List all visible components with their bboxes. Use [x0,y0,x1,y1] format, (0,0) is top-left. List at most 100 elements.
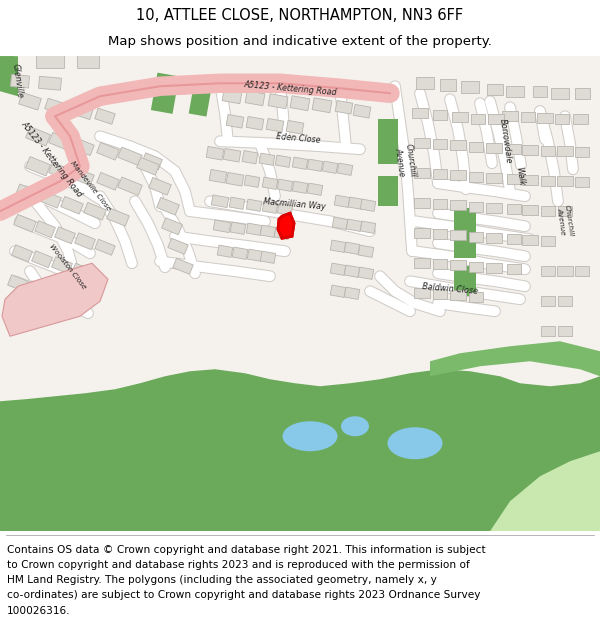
Bar [292,157,308,169]
Text: Baldwin Close: Baldwin Close [422,282,478,296]
Bar [72,263,92,279]
Bar [541,206,555,216]
Bar [19,92,41,110]
Bar [118,177,142,196]
Bar [433,110,447,120]
Bar [469,262,483,272]
Bar [262,201,278,213]
Bar [450,200,466,210]
Bar [558,326,572,336]
Bar [486,143,502,153]
Polygon shape [430,341,600,376]
Bar [558,296,572,306]
Bar [348,197,364,209]
Bar [330,285,346,298]
Bar [450,230,466,240]
Bar [307,183,323,196]
Bar [189,86,211,117]
Bar [274,227,290,239]
Bar [38,76,61,90]
Bar [168,238,188,254]
Bar [217,245,233,258]
Bar [49,162,71,180]
Bar [232,247,248,259]
Bar [290,96,310,111]
Bar [522,235,538,245]
Bar [8,275,28,292]
Bar [206,146,224,160]
Bar [70,137,94,156]
Bar [344,265,360,278]
Text: Glenville: Glenville [11,63,25,99]
Bar [541,236,555,246]
Text: Contains OS data © Crown copyright and database right 2021. This information is : Contains OS data © Crown copyright and d… [7,544,486,554]
Bar [557,266,573,276]
Ellipse shape [283,421,337,451]
Bar [507,204,521,214]
Bar [414,198,430,208]
Polygon shape [0,369,600,531]
Bar [486,263,502,273]
Bar [433,229,447,239]
Bar [259,153,275,166]
Bar [26,127,50,146]
Bar [11,245,32,262]
Bar [266,119,284,132]
Bar [507,264,521,274]
Bar [575,148,589,158]
Bar [487,84,503,95]
Bar [277,179,293,191]
Bar [346,219,362,231]
Bar [471,114,485,124]
Text: Borrowdale: Borrowdale [497,118,512,164]
Bar [312,98,332,112]
Bar [337,163,353,176]
Text: 10, ATTLEE CLOSE, NORTHAMPTON, NN3 6FF: 10, ATTLEE CLOSE, NORTHAMPTON, NN3 6FF [136,8,464,23]
Bar [522,205,538,215]
Bar [433,169,447,179]
Bar [575,266,589,276]
Bar [335,101,353,114]
Bar [344,287,360,299]
Bar [332,217,348,229]
Bar [330,263,346,276]
Bar [433,139,447,149]
Text: Eden Close: Eden Close [275,132,320,144]
Bar [16,184,40,203]
Bar [246,199,262,211]
Bar [48,288,68,303]
Bar [107,208,130,226]
Bar [344,242,360,254]
Bar [433,289,447,299]
Bar [506,86,524,97]
Bar [247,249,263,261]
Bar [142,152,163,170]
Bar [507,174,521,184]
Bar [433,199,447,209]
Bar [452,112,468,123]
Bar [486,233,502,243]
Bar [440,79,456,91]
Bar [26,157,50,176]
Bar [551,88,569,99]
Bar [173,258,193,274]
Bar [61,196,83,214]
Text: Macmillian Way: Macmillian Way [263,197,326,211]
Bar [95,239,115,255]
Bar [97,142,119,160]
Bar [541,296,555,306]
Bar [97,173,119,190]
Bar [286,121,304,134]
Bar [334,195,350,208]
Bar [533,86,547,97]
Bar [11,74,29,88]
Bar [521,112,535,123]
Text: co-ordinates) are subject to Crown copyright and database rights 2023 Ordnance S: co-ordinates) are subject to Crown copyr… [7,590,481,600]
Bar [246,116,264,130]
Bar [522,175,538,185]
Bar [378,176,398,206]
Bar [38,191,61,208]
Bar [575,88,589,99]
Bar [35,221,55,238]
Bar [52,257,73,274]
